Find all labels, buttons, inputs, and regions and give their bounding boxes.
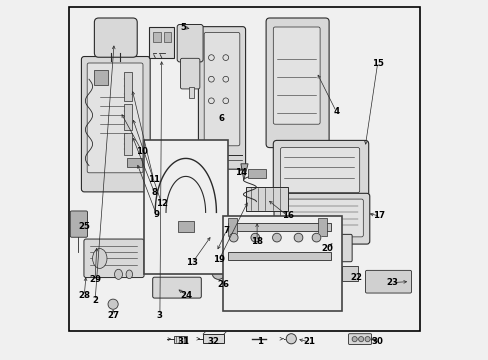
Bar <box>94 70 108 85</box>
Text: 15: 15 <box>371 58 383 68</box>
Bar <box>228 218 237 236</box>
Bar <box>247 169 265 178</box>
Text: 10: 10 <box>136 147 147 156</box>
Circle shape <box>365 337 369 342</box>
Bar <box>127 158 142 167</box>
Text: 2: 2 <box>92 296 98 305</box>
Text: 32: 32 <box>207 338 220 346</box>
Text: 20: 20 <box>321 244 332 253</box>
Text: 11: 11 <box>147 175 160 184</box>
FancyBboxPatch shape <box>265 18 328 148</box>
FancyBboxPatch shape <box>314 234 351 262</box>
Bar <box>123 133 132 155</box>
Text: 24: 24 <box>181 291 193 300</box>
FancyBboxPatch shape <box>280 199 363 237</box>
Bar <box>188 87 194 98</box>
Text: 6: 6 <box>218 114 224 123</box>
Circle shape <box>285 334 296 344</box>
Text: 30: 30 <box>371 338 383 346</box>
Bar <box>223 216 341 311</box>
Text: 1: 1 <box>257 338 263 346</box>
FancyBboxPatch shape <box>180 58 200 89</box>
FancyBboxPatch shape <box>273 27 320 124</box>
Text: 21: 21 <box>303 338 315 346</box>
Text: 29: 29 <box>89 274 101 284</box>
FancyBboxPatch shape <box>81 57 150 192</box>
Text: 19: 19 <box>213 255 225 264</box>
Bar <box>203 334 224 343</box>
Text: 28: 28 <box>78 291 90 300</box>
Bar <box>149 27 174 58</box>
Polygon shape <box>241 164 247 180</box>
Bar <box>318 218 326 236</box>
Circle shape <box>229 233 238 242</box>
FancyBboxPatch shape <box>84 239 144 278</box>
Bar <box>152 32 160 42</box>
Text: 3: 3 <box>157 310 163 320</box>
Ellipse shape <box>126 270 132 279</box>
Text: 13: 13 <box>186 258 198 267</box>
Text: 27: 27 <box>107 310 119 320</box>
Text: 18: 18 <box>250 237 263 246</box>
Text: 17: 17 <box>373 211 385 220</box>
Circle shape <box>212 266 224 279</box>
FancyBboxPatch shape <box>273 140 368 200</box>
FancyBboxPatch shape <box>273 193 369 244</box>
FancyBboxPatch shape <box>94 18 137 57</box>
Text: 7: 7 <box>223 226 229 235</box>
Bar <box>178 221 194 232</box>
Bar <box>341 266 357 281</box>
Circle shape <box>250 233 259 242</box>
FancyBboxPatch shape <box>177 24 203 62</box>
FancyBboxPatch shape <box>70 211 87 237</box>
FancyBboxPatch shape <box>365 270 411 293</box>
Text: 31: 31 <box>177 338 189 346</box>
Text: 22: 22 <box>349 273 361 282</box>
Circle shape <box>294 233 302 242</box>
FancyBboxPatch shape <box>204 224 216 246</box>
Circle shape <box>351 337 356 342</box>
FancyBboxPatch shape <box>152 277 201 298</box>
Text: 16: 16 <box>281 211 293 220</box>
Text: 25: 25 <box>78 222 90 231</box>
Ellipse shape <box>92 248 107 269</box>
Circle shape <box>358 337 363 342</box>
Bar <box>213 160 224 173</box>
FancyBboxPatch shape <box>280 148 359 193</box>
Text: 9: 9 <box>153 210 159 219</box>
Text: 5: 5 <box>180 22 186 31</box>
Text: 14: 14 <box>234 168 246 177</box>
Text: 23: 23 <box>386 278 397 287</box>
Bar <box>143 140 228 274</box>
Circle shape <box>311 233 320 242</box>
FancyBboxPatch shape <box>204 32 239 146</box>
Bar <box>174 336 186 343</box>
FancyBboxPatch shape <box>348 334 371 345</box>
Circle shape <box>108 299 118 309</box>
Bar <box>228 252 330 260</box>
Text: 4: 4 <box>332 107 339 116</box>
Bar <box>246 187 287 211</box>
Bar <box>163 32 171 42</box>
Text: 26: 26 <box>217 280 228 289</box>
FancyBboxPatch shape <box>198 27 245 169</box>
FancyBboxPatch shape <box>87 63 142 173</box>
Text: 8: 8 <box>151 188 157 197</box>
Circle shape <box>272 233 281 242</box>
Bar <box>228 223 330 231</box>
Ellipse shape <box>114 269 122 279</box>
Bar <box>123 72 132 101</box>
Text: 12: 12 <box>155 199 167 208</box>
Bar <box>123 104 132 130</box>
